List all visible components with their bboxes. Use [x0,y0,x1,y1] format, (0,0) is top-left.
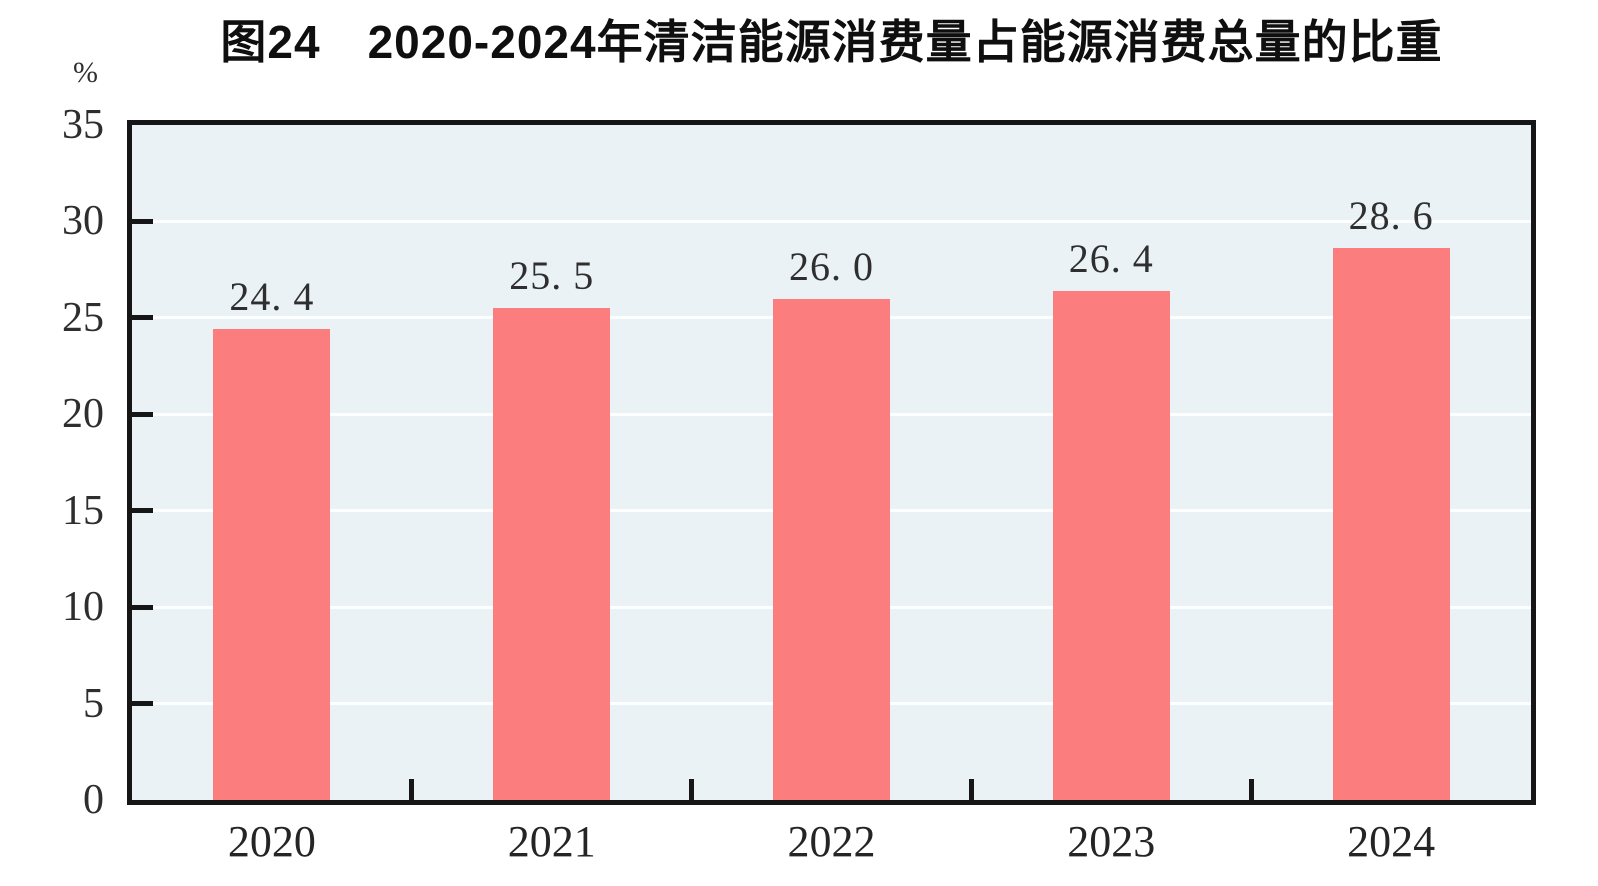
y-axis-tick-25 [132,315,153,321]
y-axis-label-25: 25 [62,294,104,341]
bar-2023 [1052,290,1170,800]
x-axis-tick-4 [1248,779,1254,800]
y-axis-label-15: 15 [62,487,104,534]
y-axis-tick-20 [132,411,153,417]
x-axis-label-2020: 2020 [227,817,316,866]
chart-title: 图24 2020-2024年清洁能源消费量占能源消费总量的比重 [220,16,1443,68]
bar-value-label-2024: 28. 6 [1348,193,1434,239]
bar-value-label-2020: 24. 4 [229,274,315,320]
x-axis-tick-3 [968,779,974,800]
y-axis-label-10: 10 [62,584,104,631]
bar-2024 [1332,248,1450,800]
y-axis-label-35: 35 [62,102,104,148]
x-axis-tick-1 [409,779,415,800]
y-axis-label-30: 30 [62,198,104,245]
plot-area: 24. 4 25. 5 26. 0 26. 4 28. 6 [127,120,1536,805]
bar-2021 [493,308,611,800]
x-axis-tick-2 [689,779,695,800]
y-axis-tick-15 [132,508,153,514]
x-axis-label-2022: 2022 [787,817,876,866]
y-axis-label-20: 20 [62,391,104,438]
bar-value-label-2021: 25. 5 [509,253,595,299]
bar-2020 [213,329,331,800]
y-axis-tick-30 [132,218,153,224]
gridline-y-30 [132,219,1531,223]
bar-2022 [773,298,890,800]
y-axis-unit-label: % [73,56,98,89]
y-axis-tick-labels: 0 5 10 15 20 25 30 35 [0,104,104,821]
bar-value-label-2022: 26. 0 [788,243,874,289]
x-axis-label-2021: 2021 [507,817,596,866]
x-axis-label-2023: 2023 [1067,817,1156,866]
y-axis-tick-10 [132,604,153,610]
y-axis-tick-5 [132,701,153,707]
x-axis-label-2024: 2024 [1347,817,1436,866]
y-axis-label-5: 5 [83,680,104,727]
y-axis-label-0: 0 [83,777,104,823]
x-axis-tick-labels: 2020 2021 2022 2023 2024 [132,820,1531,864]
bar-value-label-2023: 26. 4 [1068,235,1154,281]
